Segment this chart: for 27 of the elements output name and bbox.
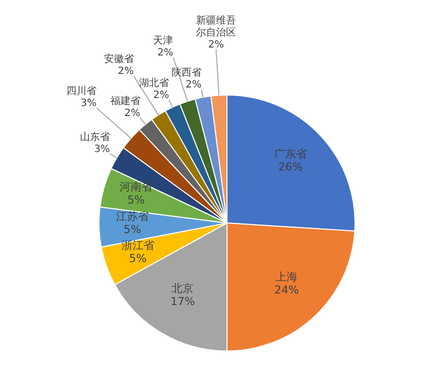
- data-label: 2%: [124, 108, 140, 120]
- slice-label: 上海: [276, 270, 298, 284]
- slice-label: 北京: [172, 282, 194, 295]
- data-label: 2%: [157, 48, 174, 59]
- slice-label: 广东省: [274, 147, 307, 160]
- data-label: 17%: [170, 294, 195, 308]
- data-label: 2%: [208, 39, 224, 50]
- slice-label: 湖北省: [139, 76, 170, 89]
- slice-label: 山东省: [80, 130, 110, 143]
- data-label: 2%: [153, 90, 170, 101]
- data-label: 5%: [127, 194, 145, 207]
- data-label: 26%: [278, 160, 303, 174]
- slice-label: 福建省: [110, 95, 140, 108]
- data-label: 2%: [118, 66, 134, 78]
- data-label: 2%: [186, 79, 202, 90]
- slice-label: 安徽省: [104, 53, 134, 66]
- slice-label: 四川省: [66, 84, 96, 97]
- data-label: 24%: [274, 283, 299, 296]
- slice-label: 浙江省: [121, 239, 154, 252]
- data-label: 5%: [124, 222, 142, 236]
- slice-label: 江苏省: [116, 210, 149, 223]
- slice-label: 新疆维吾尔自治区: [196, 14, 236, 38]
- data-label: 3%: [94, 144, 110, 155]
- slice-label: 天津: [153, 34, 174, 47]
- data-label: 3%: [80, 98, 96, 109]
- data-label: 5%: [129, 252, 147, 266]
- slice-label: 陕西省: [172, 66, 202, 78]
